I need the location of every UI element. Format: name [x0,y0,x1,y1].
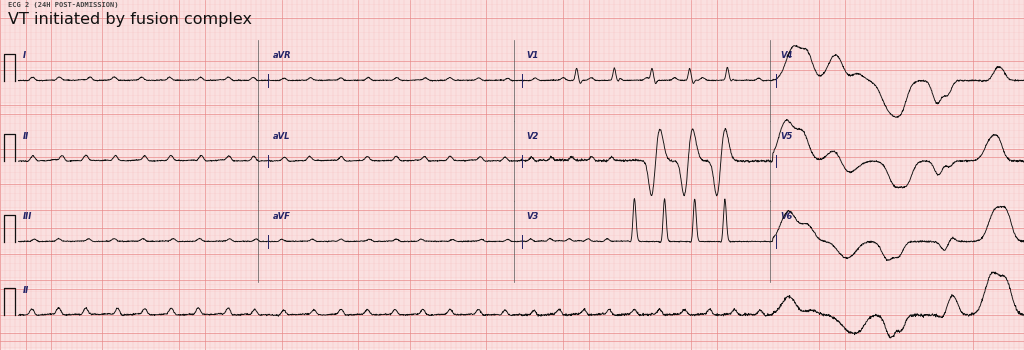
Text: I: I [23,51,26,60]
Text: V1: V1 [526,51,539,60]
Text: V5: V5 [780,132,793,141]
Text: aVL: aVL [272,132,290,141]
Text: V2: V2 [526,132,539,141]
Text: ECG 2 (24H POST-ADMISSION): ECG 2 (24H POST-ADMISSION) [8,2,119,8]
Text: aVR: aVR [272,51,291,60]
Text: aVF: aVF [272,212,290,221]
Text: V4: V4 [780,51,793,60]
Text: VT initiated by fusion complex: VT initiated by fusion complex [8,12,252,27]
Text: V3: V3 [526,212,539,221]
Text: III: III [23,212,32,221]
Text: V6: V6 [780,212,793,221]
Text: II: II [23,132,29,141]
Text: II: II [23,286,29,295]
